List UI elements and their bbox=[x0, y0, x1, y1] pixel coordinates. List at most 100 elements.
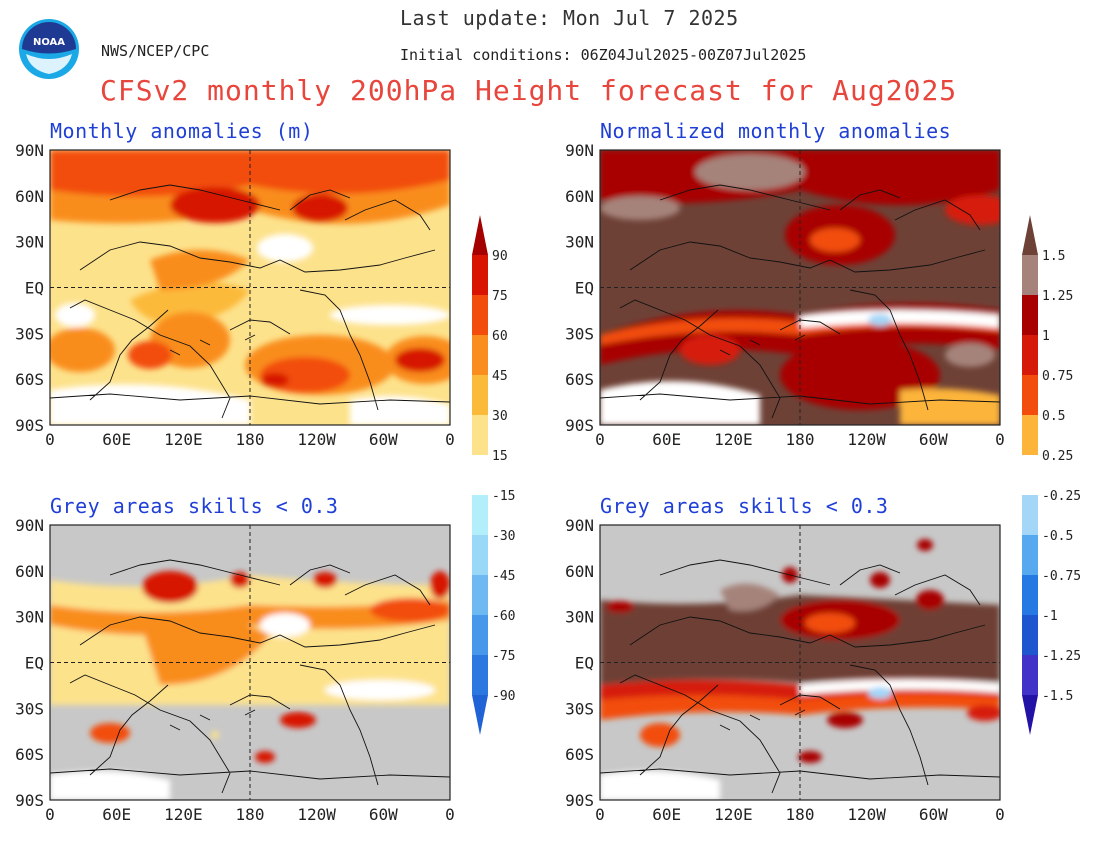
lat-label: 60S bbox=[565, 745, 594, 764]
colorbar-label: 45 bbox=[492, 369, 508, 384]
noaa-logo-text: NOAA bbox=[33, 37, 65, 48]
colorbar-label: 0.5 bbox=[1042, 409, 1065, 424]
lat-label: EQ bbox=[575, 654, 594, 673]
colorbar-segment bbox=[472, 335, 488, 375]
colorbar-label: 1.25 bbox=[1042, 289, 1073, 304]
colorbar-segment bbox=[1022, 655, 1038, 695]
lon-label: 0 bbox=[45, 805, 55, 824]
colorbar-label: 75 bbox=[492, 289, 508, 304]
lon-label: 0 bbox=[445, 430, 455, 449]
initial-conditions: Initial conditions: 06Z04Jul2025-00Z07Ju… bbox=[400, 46, 807, 64]
panel-title-top-left: Monthly anomalies (m) bbox=[50, 119, 314, 143]
agency-label: NWS/NCEP/CPC bbox=[101, 42, 210, 60]
lon-label: 0 bbox=[45, 430, 55, 449]
lon-label: 0 bbox=[995, 430, 1005, 449]
lon-label: 180 bbox=[786, 430, 815, 449]
colorbar-label: -1 bbox=[1042, 609, 1058, 624]
lon-label: 60W bbox=[369, 430, 398, 449]
lon-label: 180 bbox=[236, 430, 265, 449]
noaa-logo: NOAA bbox=[19, 19, 79, 79]
colorbar-label: 30 bbox=[492, 409, 508, 424]
colorbar-segment bbox=[1022, 615, 1038, 655]
lon-label: 120W bbox=[847, 430, 886, 449]
lat-label: 30N bbox=[565, 233, 594, 252]
colorbar-segment bbox=[1022, 335, 1038, 375]
colorbar-label: -0.25 bbox=[1042, 489, 1081, 504]
colorbar-label: 0.25 bbox=[1042, 449, 1073, 464]
colorbar-segment bbox=[472, 575, 488, 615]
colorbar-label: -45 bbox=[492, 569, 515, 584]
colorbar-label: 0.75 bbox=[1042, 369, 1073, 384]
lon-label: 120E bbox=[714, 805, 753, 824]
lon-label: 120E bbox=[164, 430, 203, 449]
lat-label: 30S bbox=[15, 324, 44, 343]
colorbar-segment bbox=[1022, 375, 1038, 415]
map-panel-bottom-right bbox=[599, 524, 1001, 801]
lon-label: 180 bbox=[236, 805, 265, 824]
lat-label: 90N bbox=[565, 516, 594, 535]
colorbar-label: 90 bbox=[492, 249, 508, 264]
colorbar-label: -75 bbox=[492, 649, 515, 664]
colorbar-segment bbox=[1022, 535, 1038, 575]
lat-label: 30S bbox=[565, 324, 594, 343]
lon-label: 0 bbox=[595, 805, 605, 824]
colorbar-segment bbox=[472, 255, 488, 295]
colorbar-segment bbox=[1022, 295, 1038, 335]
colorbars: 90 75 60 45 30 15 -15 -30 -45 -60 -75 -90 1.5 1.25 1 0.… bbox=[472, 215, 1081, 735]
lon-label: 60E bbox=[652, 805, 681, 824]
colorbar-segment bbox=[1022, 455, 1038, 495]
colorbar-segment bbox=[472, 495, 488, 535]
lon-label: 60E bbox=[652, 430, 681, 449]
colorbar-arrow-top bbox=[472, 215, 488, 255]
colorbar-segment bbox=[472, 415, 488, 455]
colorbar-segment bbox=[472, 455, 488, 495]
colorbar-segment bbox=[472, 295, 488, 335]
lon-label: 60W bbox=[919, 805, 948, 824]
map-panel-top-right bbox=[599, 149, 1001, 426]
lon-label: 60E bbox=[102, 430, 131, 449]
colorbar-label: -30 bbox=[492, 529, 515, 544]
lat-label: 90S bbox=[565, 416, 594, 435]
lon-label: 60W bbox=[369, 805, 398, 824]
lat-label: 30S bbox=[565, 699, 594, 718]
last-update: Last update: Mon Jul 7 2025 bbox=[400, 6, 739, 30]
colorbar-label: -15 bbox=[492, 489, 515, 504]
colorbar-segment bbox=[472, 615, 488, 655]
colorbar-arrow-bottom bbox=[472, 695, 488, 735]
panel-title-top-right: Normalized monthly anomalies bbox=[600, 119, 952, 143]
lat-label: 60N bbox=[565, 562, 594, 581]
colorbar-label: -90 bbox=[492, 689, 515, 704]
colorbar-label: 60 bbox=[492, 329, 508, 344]
colorbar-segment bbox=[472, 535, 488, 575]
main-title: CFSv2 monthly 200hPa Height forecast for… bbox=[100, 74, 958, 107]
colorbar-arrow-top bbox=[1022, 215, 1038, 255]
lat-label: 30N bbox=[565, 608, 594, 627]
colorbar-right: 1.5 1.25 1 0.75 0.5 0.25 -0.25 -0.5 -0.75 -1 -1.25… bbox=[1022, 215, 1081, 735]
lon-label: 120E bbox=[714, 430, 753, 449]
lat-label: 60S bbox=[15, 370, 44, 389]
colorbar-arrow-bottom bbox=[1022, 695, 1038, 735]
lat-label: 60S bbox=[565, 370, 594, 389]
lat-label: 30S bbox=[15, 699, 44, 718]
colorbar-segment bbox=[1022, 255, 1038, 295]
map-panel-top-left bbox=[49, 149, 451, 426]
colorbar-segment bbox=[472, 655, 488, 695]
lon-label: 120E bbox=[164, 805, 203, 824]
lat-label: 60S bbox=[15, 745, 44, 764]
lat-label: 90S bbox=[15, 416, 44, 435]
lon-label: 0 bbox=[595, 430, 605, 449]
colorbar-segment bbox=[472, 375, 488, 415]
colorbar-left: 90 75 60 45 30 15 -15 -30 -45 -60 -75 -90 bbox=[472, 215, 515, 735]
lon-label: 180 bbox=[786, 805, 815, 824]
lat-label: EQ bbox=[25, 279, 44, 298]
lat-label: 30N bbox=[15, 233, 44, 252]
colorbar-segment bbox=[1022, 415, 1038, 455]
lon-label: 120W bbox=[847, 805, 886, 824]
lat-label: 90S bbox=[565, 791, 594, 810]
map-panel-bottom-left bbox=[49, 524, 451, 801]
colorbar-label: 15 bbox=[492, 449, 508, 464]
colorbar-label: 1.5 bbox=[1042, 249, 1065, 264]
lon-label: 0 bbox=[445, 805, 455, 824]
lat-label: EQ bbox=[575, 279, 594, 298]
